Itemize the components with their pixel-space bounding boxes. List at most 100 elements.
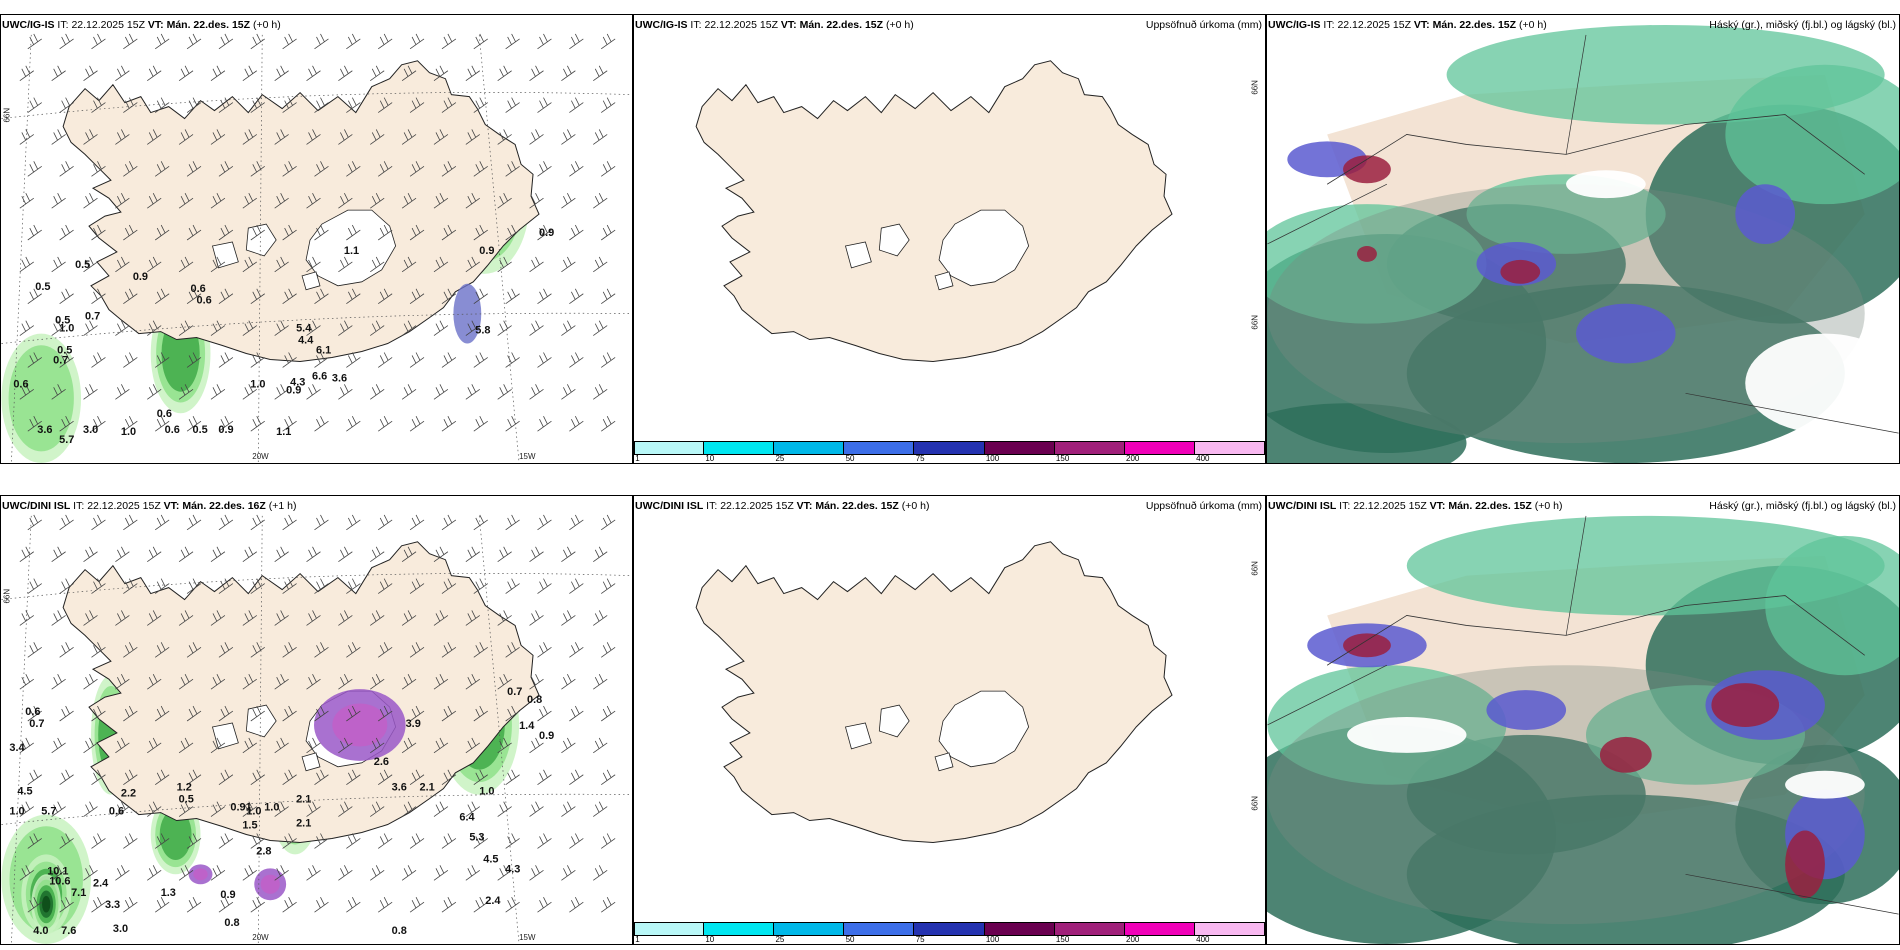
clear-sky xyxy=(1267,56,1377,113)
precip-value: 4.0 xyxy=(33,925,48,937)
field-title: Uppsöfnuð úrkoma (mm) xyxy=(1145,500,1262,512)
precip-value: 0.7 xyxy=(53,354,68,366)
panel-header: UWC/IG-IS IT: 22.12.2025 15Z VT: Mán. 22… xyxy=(2,19,281,31)
colorbar-tick-label: 50 xyxy=(845,935,855,944)
cloud-core xyxy=(1343,633,1391,658)
lon-label: 15W xyxy=(519,452,536,461)
clear-sky xyxy=(1267,531,1367,580)
it-label: IT: xyxy=(57,19,69,31)
lat-label: 66N xyxy=(2,589,11,604)
colorbar-swatch xyxy=(914,441,985,455)
colorbar-frame xyxy=(634,441,1265,455)
mid-cloud xyxy=(1765,535,1899,676)
vt-label: VT: xyxy=(796,500,813,512)
glacier xyxy=(938,690,1030,768)
iceland-landmass xyxy=(695,541,1173,843)
precip-value: 5.3 xyxy=(469,831,484,843)
colorbar-tick-label: 400 xyxy=(1196,454,1210,463)
colorbar-swatch xyxy=(634,922,705,936)
precip-value: 0.6 xyxy=(13,378,28,390)
precip-value: 1.1 xyxy=(276,426,291,438)
vt-label: VT: xyxy=(1413,19,1430,31)
precip-value: 0.5 xyxy=(193,424,208,436)
precip-value: 5.4 xyxy=(296,323,312,335)
panel-wind-precip-igis: UWC/IG-IS IT: 22.12.2025 15Z VT: Mán. 22… xyxy=(0,14,633,464)
colorbar-swatch xyxy=(984,441,1055,455)
axis-labels: 66N 66N xyxy=(1251,561,1260,811)
panel-clouds-igis: UWC/IG-IS IT: 22.12.2025 15Z VT: Mán. 22… xyxy=(1266,14,1900,464)
valid-time: Mán. 22.des. 15Z xyxy=(799,19,884,31)
precip-value: 2.1 xyxy=(420,782,435,794)
glacier xyxy=(934,752,954,772)
precip-value: 3.6 xyxy=(392,782,407,794)
lead-time: (+0 h) xyxy=(1534,500,1563,512)
colorbar-frame xyxy=(634,922,1265,936)
axis-labels: 66N 66N xyxy=(1251,80,1260,330)
cloud-core xyxy=(1500,259,1541,284)
precip-value: 3.0 xyxy=(83,424,98,436)
colorbar-tick-label: 10 xyxy=(705,935,715,944)
colorbar-swatch xyxy=(704,922,775,936)
colorbar-swatch xyxy=(1124,441,1195,455)
precip-value: 0.5 xyxy=(55,315,70,327)
glacier xyxy=(305,209,397,287)
precip-value: 6.4 xyxy=(459,812,475,824)
colorbar-tick-label: 200 xyxy=(1126,454,1140,463)
colorbar-swatch xyxy=(844,922,915,936)
precip-value: 0.91 xyxy=(230,802,251,814)
precip-value: 1.4 xyxy=(519,720,535,732)
wind-precip-map: 0.50.50.90.60.60.51.00.70.50.70.63.6 3.05… xyxy=(1,15,632,463)
iceland-landmass xyxy=(62,60,540,362)
panel-wind-precip-dini: UWC/DINI ISL IT: 22.12.2025 15Z VT: Mán.… xyxy=(0,495,633,945)
model-name: UWC/IG-IS xyxy=(635,19,688,31)
lead-time: (+0 h) xyxy=(1518,19,1547,31)
colorbar-tick-label: 150 xyxy=(1055,935,1070,944)
colorbar-tick-label: 100 xyxy=(985,454,1000,463)
precip-value: 0.7 xyxy=(29,718,44,730)
heavy-precip-core xyxy=(453,283,482,344)
precip-value-labels: 0.50.50.90.60.60.51.00.70.50.70.63.6 3.05… xyxy=(13,227,554,446)
heavy-precip-core xyxy=(193,868,208,881)
clear-sky xyxy=(1785,770,1865,799)
model-name: UWC/DINI ISL xyxy=(1268,500,1337,512)
mid-cloud xyxy=(1406,515,1885,616)
cloud-core xyxy=(1785,830,1825,899)
colorbar: 1 10 25 50 75 100 150 200 400 xyxy=(634,441,1265,463)
glacier xyxy=(844,241,872,269)
it-label: IT: xyxy=(1323,19,1335,31)
precip-value: 5.8 xyxy=(475,325,490,337)
precip-value: 0.6 xyxy=(157,408,172,420)
valid-time: Mán. 22.des. 15Z xyxy=(1448,500,1532,512)
colorbar-tick-label: 100 xyxy=(985,935,1000,944)
convective-cloud xyxy=(1735,184,1796,244)
convective-cloud xyxy=(1576,303,1676,364)
low-cloud xyxy=(1267,403,1467,463)
colorbar-swatch xyxy=(1054,441,1125,455)
colorbar-tick-label: 150 xyxy=(1055,454,1070,463)
cloud-core xyxy=(1357,245,1377,262)
graticule xyxy=(1,515,632,944)
precip-value: 3.4 xyxy=(9,742,25,754)
precip-value: 10.6 xyxy=(49,875,70,887)
colorbar-tick-label: 75 xyxy=(915,454,925,463)
glacier xyxy=(301,271,321,291)
precip-value: 0.9 xyxy=(479,245,494,257)
lead-time: (+1 h) xyxy=(268,500,297,512)
wind-barbs xyxy=(19,514,616,913)
wind-barbs xyxy=(19,33,616,432)
precip-value: 1.5 xyxy=(242,820,257,832)
iceland-landmass xyxy=(695,60,1173,362)
precip-value: 0.7 xyxy=(85,311,100,323)
precip-value: 10.1 xyxy=(47,865,68,877)
precip-value: 0.6 xyxy=(25,706,40,718)
precip-value: 1.1 xyxy=(344,245,359,257)
lat-label: 66N xyxy=(1251,80,1260,95)
it-label: IT: xyxy=(73,500,85,512)
boundary-line xyxy=(1267,34,1899,434)
precip-value: 0.5 xyxy=(57,344,72,356)
glacier xyxy=(844,722,872,750)
precip-value-labels: 0.60.73.44.51.0 5.710.110.67.12.43.34.0 7.… xyxy=(9,686,554,937)
colorbar-tick-label: 400 xyxy=(1196,935,1210,944)
precip-value: 2.1 xyxy=(296,818,311,830)
heavy-precip-core xyxy=(260,874,280,894)
